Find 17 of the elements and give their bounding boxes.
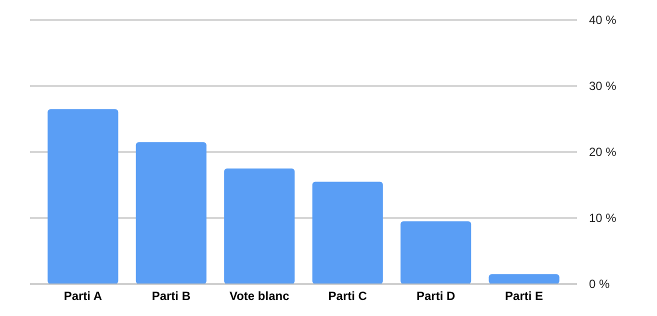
- y-tick-label: 40 %: [589, 13, 617, 28]
- x-tick-label: Parti A: [64, 289, 102, 303]
- y-tick-label: 20 %: [589, 145, 617, 160]
- x-tick-label: Parti D: [416, 289, 456, 303]
- y-tick-label: 10 %: [589, 211, 617, 226]
- bar: [136, 142, 206, 284]
- bar: [488, 274, 560, 284]
- bar: [312, 182, 383, 284]
- x-tick-label: Parti E: [505, 289, 544, 303]
- bar: [400, 221, 472, 284]
- x-tick-label: Parti B: [152, 289, 191, 303]
- bar: [224, 168, 295, 284]
- bar: [48, 109, 118, 284]
- x-tick-label: Vote blanc: [229, 289, 290, 303]
- x-tick-label: Parti C: [328, 289, 368, 303]
- y-tick-label: 0 %: [589, 277, 610, 292]
- y-tick-label: 30 %: [589, 79, 617, 94]
